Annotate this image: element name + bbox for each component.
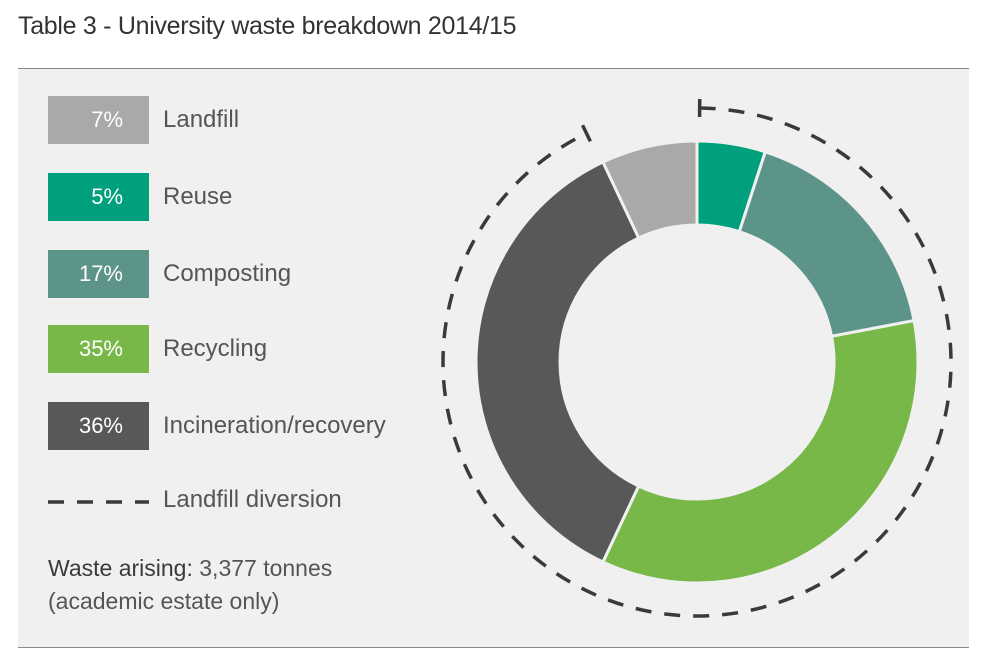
- legend-swatch-landfill: 7%: [48, 96, 149, 144]
- legend-label-landfill: Landfill: [163, 106, 240, 133]
- legend-swatch-recycling: 35%: [48, 325, 149, 373]
- legend-swatch-reuse: 5%: [48, 173, 149, 221]
- donut-slice-recycling: [600, 318, 920, 585]
- waste-arising-value: 3,377 tonnes: [199, 555, 333, 581]
- legend-label-diversion: Landfill diversion: [163, 486, 342, 513]
- diversion-arc-end-tick: [580, 124, 592, 143]
- waste-arising-note: Waste arising: 3,377 tonnes (academic es…: [48, 552, 332, 618]
- donut-slice-composting: [737, 149, 916, 339]
- waste-arising-label: Waste arising:: [48, 555, 193, 581]
- legend-swatch-composting: 17%: [48, 250, 149, 298]
- diversion-arc: [441, 106, 953, 618]
- donut-slice-incineration-recovery: [474, 160, 641, 564]
- legend-label-reuse: Reuse: [163, 183, 233, 210]
- top-divider: [18, 68, 969, 69]
- waste-arising-scope: (academic estate only): [48, 588, 280, 614]
- chart-title: Table 3 - University waste breakdown 201…: [18, 12, 517, 40]
- legend-label-composting: Composting: [163, 260, 292, 287]
- bottom-divider: [18, 647, 969, 648]
- legend-label-recycling: Recycling: [163, 335, 268, 362]
- legend-label-incineration: Incineration/recovery: [163, 412, 386, 439]
- legend-swatch-incineration: 36%: [48, 402, 149, 450]
